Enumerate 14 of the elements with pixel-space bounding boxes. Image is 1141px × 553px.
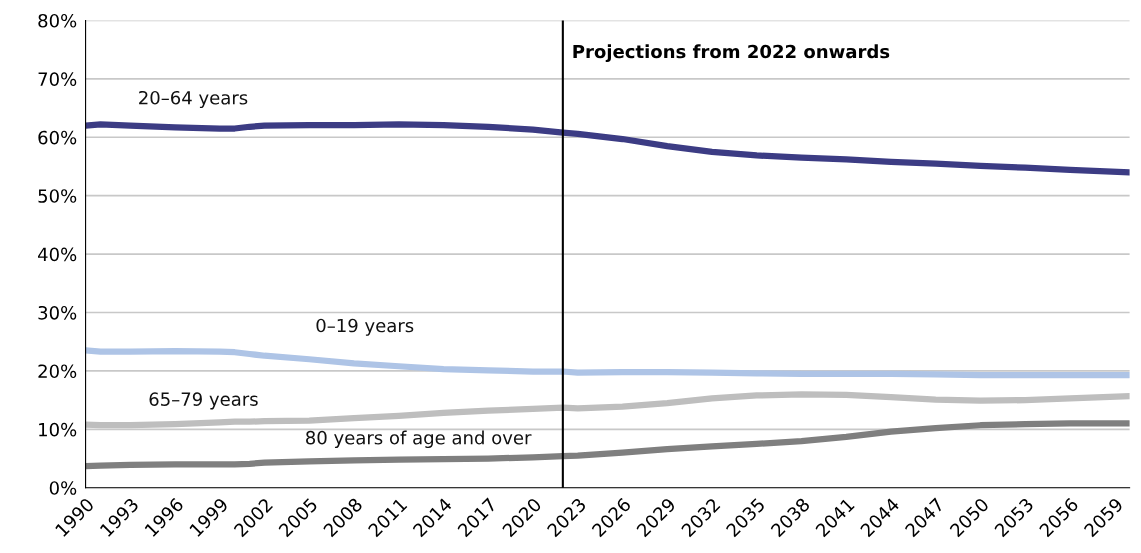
series-label: 20–64 years <box>139 90 248 109</box>
y-tick-label: 0% <box>49 481 77 495</box>
y-tick-label: 70% <box>38 72 77 86</box>
ref-line-label: Projections from 2022 onwards <box>573 44 890 62</box>
y-tick-label: 10% <box>39 422 77 437</box>
y-tick-label: 80% <box>38 13 77 28</box>
y-tick-label: 50% <box>38 189 77 203</box>
y-tick-label: 40% <box>37 247 77 262</box>
y-tick-label: 20% <box>38 364 77 379</box>
series-label: 80 years of age and over <box>306 430 532 448</box>
series-label: 65–79 years <box>149 392 258 410</box>
y-tick-label: 30% <box>38 305 77 320</box>
y-tick-label: 60% <box>38 130 77 145</box>
series-label: 0–19 years <box>316 318 414 336</box>
